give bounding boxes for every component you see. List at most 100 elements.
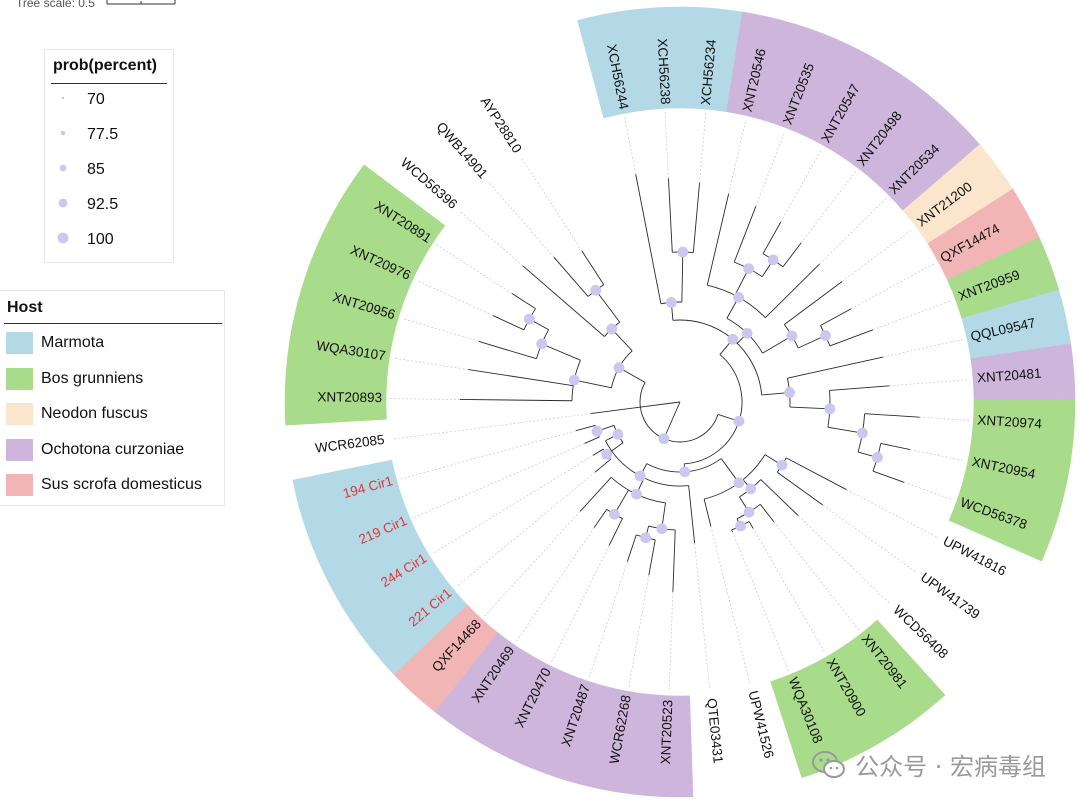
guide-line xyxy=(668,591,674,692)
branch-line xyxy=(864,413,920,418)
branch-line xyxy=(511,293,536,310)
guide-line xyxy=(800,171,856,244)
branch-line xyxy=(777,471,823,506)
host-legend-item: Sus scrofa domesticus xyxy=(6,473,202,497)
branch-line xyxy=(593,509,608,528)
guide-line xyxy=(773,521,860,631)
branch-line xyxy=(880,443,911,450)
branch-line xyxy=(784,281,843,325)
prob-dot-icon xyxy=(53,126,73,145)
support-node xyxy=(677,246,689,258)
guide-line xyxy=(846,489,937,538)
guide-line xyxy=(883,338,964,358)
branch-line xyxy=(590,401,681,415)
guide-line xyxy=(752,528,826,654)
guide-line xyxy=(728,119,747,194)
branch-line xyxy=(759,504,775,522)
guide-lines xyxy=(390,112,970,692)
tip-label: WCR62085 xyxy=(314,432,385,456)
support-node xyxy=(733,291,745,303)
host-swatch xyxy=(6,438,33,461)
branch-line xyxy=(663,401,681,439)
branch-line xyxy=(668,178,673,253)
guide-line xyxy=(624,117,637,175)
branch-line xyxy=(785,457,847,490)
guide-line xyxy=(551,545,610,663)
branch-line xyxy=(522,265,605,337)
branch-arc xyxy=(639,382,719,443)
guide-line xyxy=(822,504,916,573)
guide-line xyxy=(489,183,555,258)
support-node xyxy=(658,433,670,445)
prob-legend-label: 92.5 xyxy=(87,196,119,213)
guide-line xyxy=(919,416,970,421)
tree-branches xyxy=(460,174,920,592)
tip-label: XNT20481 xyxy=(976,366,1042,386)
support-node xyxy=(679,466,691,478)
branch-line xyxy=(581,250,605,285)
branch-line xyxy=(703,498,712,527)
branch-line xyxy=(541,343,581,361)
branch-line xyxy=(574,379,612,389)
host-band xyxy=(292,459,404,534)
branch-line xyxy=(820,308,852,326)
branch-line xyxy=(829,385,890,391)
guide-line xyxy=(664,112,669,179)
host-band xyxy=(770,665,854,779)
branch-line xyxy=(872,470,905,483)
guide-line xyxy=(797,515,890,604)
tip-label: QWB14901 xyxy=(434,119,491,181)
support-node xyxy=(568,374,580,386)
guide-line xyxy=(416,279,494,316)
guide-line xyxy=(432,454,594,554)
guide-line xyxy=(841,228,913,282)
support-node xyxy=(824,403,836,415)
branch-line xyxy=(748,521,754,529)
guide-line xyxy=(903,481,954,501)
prob-legend-item: 92.5 xyxy=(53,193,118,217)
support-node xyxy=(665,296,677,308)
prob-dot-icon xyxy=(53,161,73,180)
prob-legend-item: 85 xyxy=(53,158,105,182)
support-node xyxy=(640,532,652,544)
tree-scale-bar xyxy=(106,0,176,5)
tip-label: QTE03431 xyxy=(704,698,726,764)
guide-line xyxy=(390,398,461,400)
support-node xyxy=(591,425,603,437)
branch-line xyxy=(648,539,656,576)
host-legend-label: Sus scrofa domesticus xyxy=(41,476,202,493)
branch-line xyxy=(706,193,730,286)
support-node xyxy=(820,330,831,341)
branch-line xyxy=(760,479,799,516)
tip-label: XNT20974 xyxy=(977,412,1043,431)
branch-line xyxy=(762,222,782,254)
branch-line xyxy=(782,242,802,268)
host-legend-title: Host xyxy=(7,299,43,316)
branch-line xyxy=(595,289,621,323)
host-legend-label: Ochotona curzoniae xyxy=(41,440,185,458)
tip-label: XNT20523 xyxy=(658,699,675,764)
support-node xyxy=(613,362,625,374)
branch-line xyxy=(688,485,696,544)
prob-dot-icon xyxy=(53,196,73,215)
guide-line xyxy=(413,443,585,518)
prob-legend-item: 100 xyxy=(53,228,114,252)
branch-line xyxy=(789,406,830,410)
tree-scale-label: Tree scale: 0.5 xyxy=(16,0,95,10)
watermark: 公众号 · 宏病毒组 xyxy=(811,747,1046,782)
tip-label: UPW41526 xyxy=(745,689,776,760)
branch-line xyxy=(733,206,757,263)
tip-label: UPW41739 xyxy=(918,570,983,623)
support-node xyxy=(612,428,624,440)
guide-line xyxy=(484,511,581,617)
host-legend-item: Ochotona curzoniae xyxy=(6,438,184,462)
branch-line xyxy=(829,329,874,347)
branch-line xyxy=(672,529,676,592)
support-node xyxy=(733,477,745,489)
guide-line xyxy=(588,561,628,678)
support-nodes xyxy=(523,246,883,544)
branch-line xyxy=(608,518,623,546)
wechat-icon xyxy=(812,750,846,778)
host-legend-item: Neodon fuscus xyxy=(6,402,148,426)
